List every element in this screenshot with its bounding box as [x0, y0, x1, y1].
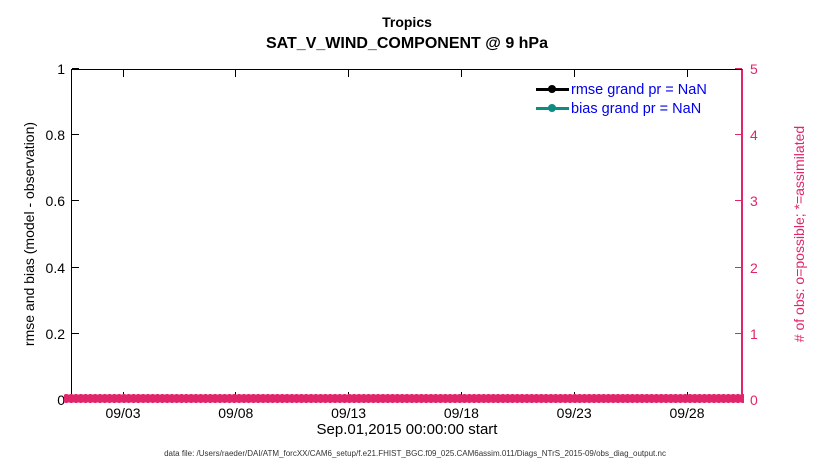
- x-tick-label: 09/28: [669, 405, 705, 421]
- y-right-tick-label: 5: [750, 61, 758, 77]
- x-axis-label: Sep.01,2015 00:00:00 start: [316, 421, 498, 438]
- y-left-tick-label: 0.4: [45, 259, 65, 276]
- y-right-tick: [735, 266, 742, 268]
- y-axis-label-left: rmse and bias (model - observation): [21, 121, 37, 347]
- title-block: Tropics SAT_V_WIND_COMPONENT @ 9 hPa: [71, 12, 743, 56]
- legend-item-rmse: rmse grand pr = NaN: [536, 80, 707, 99]
- x-tick-top: [460, 70, 462, 77]
- y-left-tick-label: 0.2: [45, 325, 65, 342]
- data-file-caption: data file: /Users/raeder/DAI/ATM_forcXX/…: [164, 449, 666, 458]
- y-left-tick-label: 0: [57, 392, 65, 408]
- y-right-tick: [735, 332, 742, 334]
- x-tick-top: [348, 70, 350, 77]
- y-left-tick: [72, 332, 79, 334]
- legend-label-rmse: rmse grand pr = NaN: [571, 81, 707, 98]
- y-left-tick: [72, 68, 79, 69]
- y-right-tick: [735, 68, 742, 69]
- y-right-tick-label: 1: [750, 325, 758, 342]
- x-tick-label: 09/08: [218, 405, 254, 421]
- x-tick-top: [686, 70, 688, 77]
- x-tick-top: [573, 70, 575, 77]
- obs-count-marker-band: [64, 394, 744, 403]
- y-left-tick: [72, 134, 79, 136]
- bias-marker-dot: [548, 104, 556, 113]
- y-right-tick-label: 3: [750, 193, 758, 210]
- y-right-tick: [735, 200, 742, 202]
- x-tick-label: 09/13: [331, 405, 367, 421]
- y-right-tick-label: 4: [750, 127, 758, 144]
- legend-label-bias: bias grand pr = NaN: [571, 100, 702, 117]
- legend: rmse grand pr = NaN bias grand pr = NaN: [536, 80, 707, 118]
- rmse-marker-dot: [548, 85, 556, 94]
- y-left-tick-label: 1: [57, 61, 65, 77]
- y-right-tick: [735, 134, 742, 136]
- plot-subtitle: SAT_V_WIND_COMPONENT @ 9 hPa: [265, 35, 548, 52]
- plot-area: [71, 69, 743, 400]
- y-left-tick: [72, 266, 79, 268]
- plot-title: Tropics: [382, 14, 432, 30]
- rmse-line-swatch: [536, 85, 569, 94]
- y-right-tick-label: 0: [750, 392, 758, 408]
- x-tick-label: 09/03: [105, 405, 141, 421]
- y-left-tick-label: 0.6: [45, 193, 65, 210]
- x-tick-label: 09/18: [443, 405, 479, 421]
- x-tick-top: [122, 70, 124, 77]
- y-left-tick: [72, 200, 79, 202]
- y-axis-label-right: # of obs: o=possible; *=assimilated: [791, 125, 807, 343]
- legend-item-bias: bias grand pr = NaN: [536, 99, 707, 118]
- x-tick-label: 09/23: [556, 405, 592, 421]
- y-left-tick-label: 0.8: [45, 127, 65, 144]
- y-right-tick-label: 2: [750, 259, 758, 276]
- bias-line-swatch: [536, 104, 569, 113]
- x-tick-top: [235, 70, 237, 77]
